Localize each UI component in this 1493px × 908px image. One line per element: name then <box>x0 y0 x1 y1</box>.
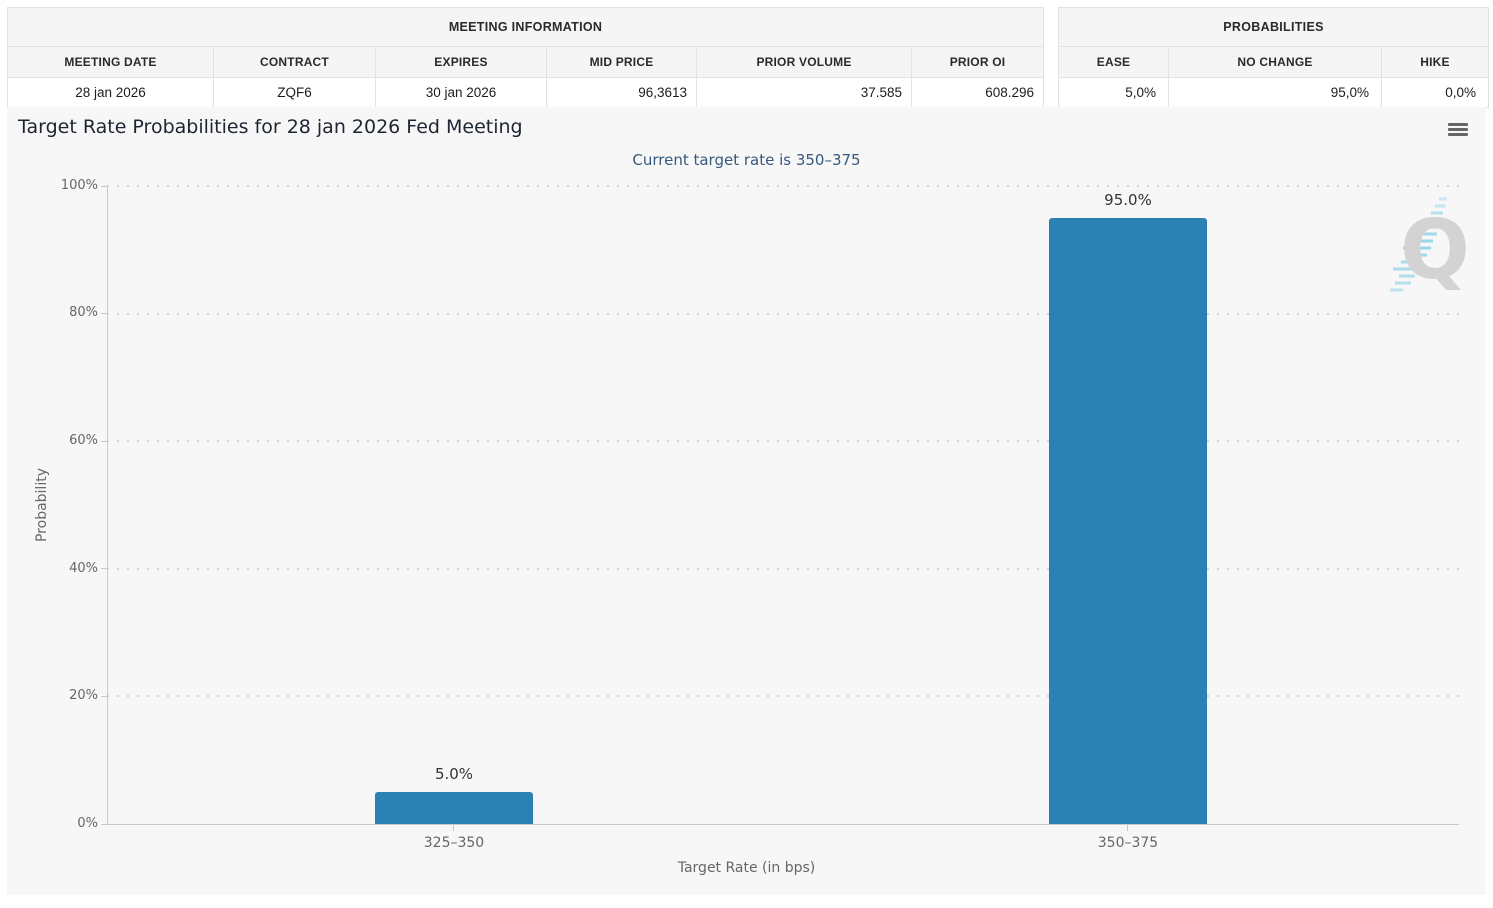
meeting-information-table: MEETING INFORMATION MEETING DATE CONTRAC… <box>7 7 1044 108</box>
probabilities-table: PROBABILITIES EASE NO CHANGE HIKE 5,0% 9… <box>1057 7 1490 108</box>
col-header-hike: HIKE <box>1380 46 1490 78</box>
category-label-350-375: 350–375 <box>1097 835 1159 851</box>
watermark-letter: Q <box>1400 203 1470 298</box>
probabilities-title: PROBABILITIES <box>1057 7 1490 47</box>
y-tick-40: 40% <box>69 561 98 576</box>
chart-subtitle: Current target rate is 350–375 <box>632 151 861 169</box>
col-header-prior-volume: PRIOR VOLUME <box>696 46 912 78</box>
probabilities-row: 5,0% 95,0% 0,0% <box>1058 77 1490 108</box>
x-axis-title: Target Rate (in bps) <box>677 860 816 876</box>
bar-data-label: 95.0% <box>1104 191 1152 209</box>
gridline-40 <box>107 568 1459 570</box>
gridline-60 <box>107 440 1459 442</box>
mid-price-value: 96,3613 <box>546 77 697 108</box>
col-header-meeting-date: MEETING DATE <box>7 46 214 78</box>
y-tick-60: 60% <box>69 433 98 448</box>
y-tick-80: 80% <box>69 305 98 320</box>
prior-volume-value: 37.585 <box>696 77 912 108</box>
q-logo-watermark: Q <box>1390 197 1470 298</box>
col-header-expires: EXPIRES <box>375 46 547 78</box>
summary-tables: MEETING INFORMATION MEETING DATE CONTRAC… <box>0 0 1493 108</box>
target-rate-chart: Target Rate Probabilities for 28 jan 202… <box>7 107 1486 895</box>
y-axis-line <box>107 186 108 824</box>
bar-325-350: 5.0% <box>375 765 533 824</box>
meeting-date-value: 28 jan 2026 <box>7 77 214 108</box>
chart-export-menu-button[interactable] <box>1448 123 1468 136</box>
gridline-20 <box>107 695 1459 697</box>
col-header-ease: EASE <box>1058 46 1169 78</box>
y-axis-title: Probability <box>34 468 50 543</box>
y-tick-100: 100% <box>60 178 98 193</box>
col-header-prior-oi: PRIOR OI <box>911 46 1044 78</box>
hike-value: 0,0% <box>1380 77 1490 108</box>
x-axis-line <box>107 824 1459 825</box>
no-change-value: 95,0% <box>1168 77 1382 108</box>
meeting-information-row: 28 jan 2026 ZQF6 30 jan 2026 96,3613 37.… <box>7 77 1044 108</box>
prior-oi-value: 608.296 <box>911 77 1044 108</box>
col-header-mid-price: MID PRICE <box>546 46 697 78</box>
category-label-325-350: 325–350 <box>423 835 485 851</box>
y-tick-0: 0% <box>77 816 98 831</box>
col-header-no-change: NO CHANGE <box>1168 46 1382 78</box>
hamburger-menu-icon <box>1448 123 1468 126</box>
gridline-100 <box>107 185 1459 187</box>
y-tick-20: 20% <box>69 688 98 703</box>
col-header-contract: CONTRACT <box>213 46 376 78</box>
bar-data-label: 5.0% <box>434 765 474 783</box>
bar-350-375: 95.0% <box>1049 191 1207 824</box>
contract-value: ZQF6 <box>213 77 376 108</box>
ease-value: 5,0% <box>1058 77 1169 108</box>
chart-title: Target Rate Probabilities for 28 jan 202… <box>18 116 523 138</box>
meeting-information-title: MEETING INFORMATION <box>7 7 1044 47</box>
expires-value: 30 jan 2026 <box>375 77 547 108</box>
gridline-80 <box>107 313 1459 315</box>
